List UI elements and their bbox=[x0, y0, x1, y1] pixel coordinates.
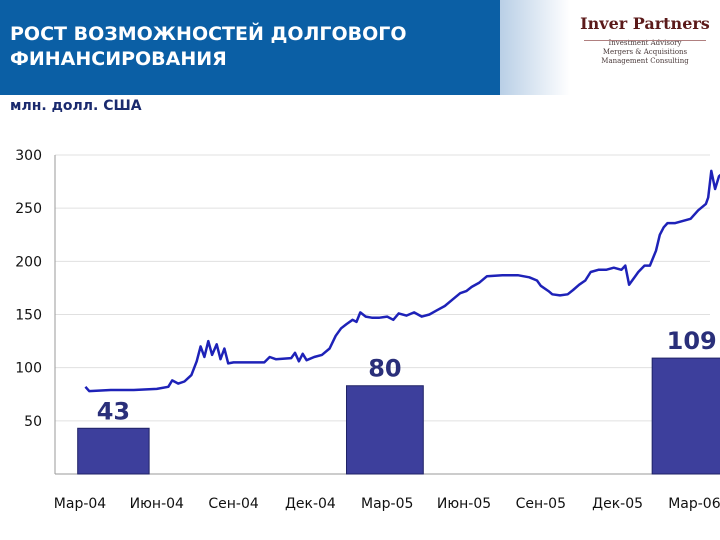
bar-label-1: 80 bbox=[368, 355, 401, 383]
title-banner: РОСТ ВОЗМОЖНОСТЕЙ ДОЛГОВОГО ФИНАНСИРОВАН… bbox=[0, 0, 500, 95]
logo-line-1: Investment Advisory bbox=[608, 39, 682, 47]
title-fade bbox=[500, 0, 570, 95]
x-tick-label: Мар-06 bbox=[668, 496, 720, 512]
y-tick-label: 250 bbox=[15, 201, 42, 217]
logo-divider bbox=[584, 40, 706, 41]
x-tick-label: Дек-04 bbox=[285, 496, 336, 512]
y-tick-label: 100 bbox=[15, 361, 42, 377]
y-tick-label: 150 bbox=[15, 308, 42, 324]
x-tick-label: Июн-05 bbox=[437, 496, 491, 512]
page-title: РОСТ ВОЗМОЖНОСТЕЙ ДОЛГОВОГО ФИНАНСИРОВАН… bbox=[10, 23, 407, 70]
debt-capacity-line bbox=[84, 169, 720, 393]
company-logo: Inver Partners Investment Advisory Merge… bbox=[570, 14, 720, 66]
bar-2 bbox=[651, 357, 720, 475]
bar-1 bbox=[345, 385, 424, 475]
x-tick-label: Мар-05 bbox=[361, 496, 413, 512]
logo-line-3: Management Consulting bbox=[601, 57, 689, 65]
y-tick-label: 50 bbox=[24, 414, 42, 430]
y-tick-label: 300 bbox=[15, 148, 42, 164]
x-tick-label: Мар-04 bbox=[54, 496, 107, 512]
bar-label-0: 43 bbox=[97, 397, 130, 425]
x-tick-label: Июн-04 bbox=[130, 496, 184, 512]
bar-label-2: 109 bbox=[667, 327, 717, 355]
bar-0 bbox=[77, 427, 150, 475]
logo-line-2: Mergers & Acquisitions bbox=[602, 48, 688, 56]
y-axis-unit-label: млн. долл. США bbox=[10, 98, 142, 114]
y-tick-label: 200 bbox=[15, 254, 42, 270]
x-tick-label: Дек-05 bbox=[592, 496, 643, 512]
x-tick-label: Сен-05 bbox=[516, 496, 566, 512]
header: РОСТ ВОЗМОЖНОСТЕЙ ДОЛГОВОГО ФИНАНСИРОВАН… bbox=[0, 0, 720, 95]
logo-name: Inver Partners bbox=[580, 14, 710, 33]
x-tick-label: Сен-04 bbox=[208, 496, 259, 512]
